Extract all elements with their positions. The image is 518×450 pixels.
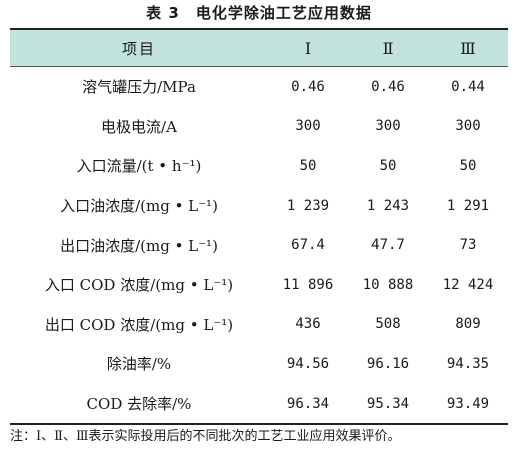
table-row: 入口油浓度/(mg • L⁻¹) 1 239 1 243 1 291 (10, 186, 508, 226)
header-batch-1: Ⅰ (304, 38, 312, 58)
table-row: 入口 COD 浓度/(mg • L⁻¹) 11 896 10 888 12 42… (10, 265, 508, 305)
cell-batch-1: 300 (295, 118, 321, 135)
cell-batch-1: 67.4 (291, 237, 325, 254)
table-row: 电极电流/A 300 300 300 (10, 107, 508, 147)
cell-batch-3: 0.44 (451, 78, 485, 95)
cell-batch-3: 12 424 (442, 276, 494, 293)
cell-batch-3: 50 (459, 157, 477, 174)
row-label: 入口流量/(t • h⁻¹) (76, 157, 202, 176)
cell-batch-2: 96.16 (366, 355, 410, 372)
cell-batch-2: 1 243 (366, 197, 410, 214)
data-table: 项目 Ⅰ Ⅱ Ⅲ 溶气罐压力/MPa 0.46 0.46 0.44 电极电流/A… (10, 28, 508, 426)
table-row: 除油率/% 94.56 96.16 94.35 (10, 344, 508, 384)
cell-batch-1: 11 896 (282, 276, 334, 293)
cell-batch-3: 1 291 (446, 197, 490, 214)
cell-batch-1: 96.34 (286, 395, 330, 412)
cell-batch-1: 50 (299, 157, 317, 174)
cell-batch-3: 93.49 (446, 395, 490, 412)
row-label: 出口油浓度/(mg • L⁻¹) (60, 236, 218, 255)
cell-batch-3: 94.35 (446, 355, 490, 372)
cell-batch-2: 50 (379, 157, 397, 174)
row-label: 电极电流/A (101, 117, 177, 136)
cell-batch-3: 300 (455, 118, 481, 135)
cell-batch-2: 300 (375, 118, 401, 135)
cell-batch-2: 10 888 (362, 276, 414, 293)
cell-batch-2: 95.34 (366, 395, 410, 412)
table-footnote: 注：Ⅰ、Ⅱ、Ⅲ表示实际投用后的不同批次的工艺工业应用效果评价。 (10, 429, 401, 444)
header-item: 项目 (121, 39, 156, 58)
header-batch-3: Ⅲ (460, 38, 476, 58)
cell-batch-3: 73 (459, 237, 477, 254)
table-header-row: 项目 Ⅰ Ⅱ Ⅲ (10, 30, 508, 67)
cell-batch-1: 1 239 (286, 197, 330, 214)
table-row: 入口流量/(t • h⁻¹) 50 50 50 (10, 146, 508, 186)
table-row: 溶气罐压力/MPa 0.46 0.46 0.44 (10, 67, 508, 107)
row-label: 除油率/% (106, 355, 172, 374)
row-label: 入口 COD 浓度/(mg • L⁻¹) (44, 276, 234, 295)
row-label: 出口 COD 浓度/(mg • L⁻¹) (44, 315, 234, 334)
cell-batch-2: 508 (375, 316, 401, 333)
table-row: 出口油浓度/(mg • L⁻¹) 67.4 47.7 73 (10, 225, 508, 265)
cell-batch-1: 0.46 (291, 78, 325, 95)
header-batch-2: Ⅱ (382, 38, 394, 58)
cell-batch-1: 94.56 (286, 355, 330, 372)
cell-batch-3: 809 (455, 316, 481, 333)
cell-batch-2: 0.46 (371, 78, 405, 95)
cell-batch-2: 47.7 (371, 237, 405, 254)
table-caption: 表 3 电化学除油工艺应用数据 (146, 4, 372, 22)
table-row: 出口 COD 浓度/(mg • L⁻¹) 436 508 809 (10, 305, 508, 345)
row-label: 入口油浓度/(mg • L⁻¹) (60, 197, 218, 216)
cell-batch-1: 436 (295, 316, 321, 333)
row-label: 溶气罐压力/MPa (82, 78, 196, 97)
table-row: COD 去除率/% 96.34 95.34 93.49 (10, 384, 508, 424)
row-label: COD 去除率/% (86, 395, 192, 414)
